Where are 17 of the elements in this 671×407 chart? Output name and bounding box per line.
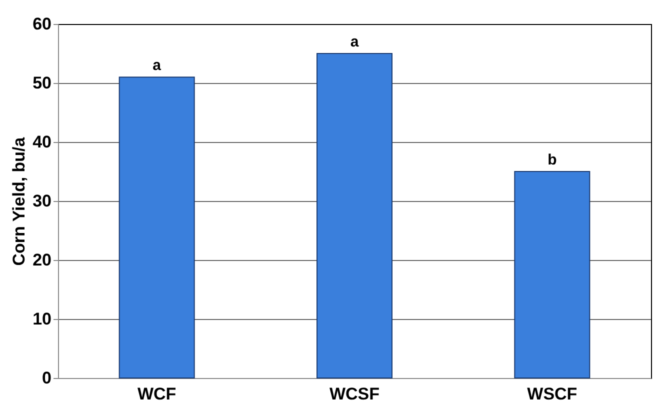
- x-tick-label: WCSF: [329, 384, 380, 404]
- y-tick-label: 30: [32, 192, 52, 210]
- y-tick-label: 50: [32, 74, 52, 92]
- y-tick-label: 40: [32, 132, 52, 152]
- y-tick-label: 20: [32, 250, 52, 270]
- bar: [316, 53, 392, 378]
- y-tick-label: 60: [32, 14, 52, 34]
- annotation: a: [350, 34, 360, 50]
- y-tick-label: 0: [42, 368, 52, 388]
- bar: [118, 76, 195, 378]
- bar: [514, 171, 590, 378]
- y-tick-label: 10: [32, 310, 52, 328]
- x-tick-label: WCF: [137, 384, 176, 404]
- y-axis-title: Corn Yield, bu/a: [10, 136, 29, 266]
- annotation: b: [548, 152, 557, 168]
- x-tick-label: WSCF: [527, 384, 578, 404]
- annotation: a: [152, 57, 162, 74]
